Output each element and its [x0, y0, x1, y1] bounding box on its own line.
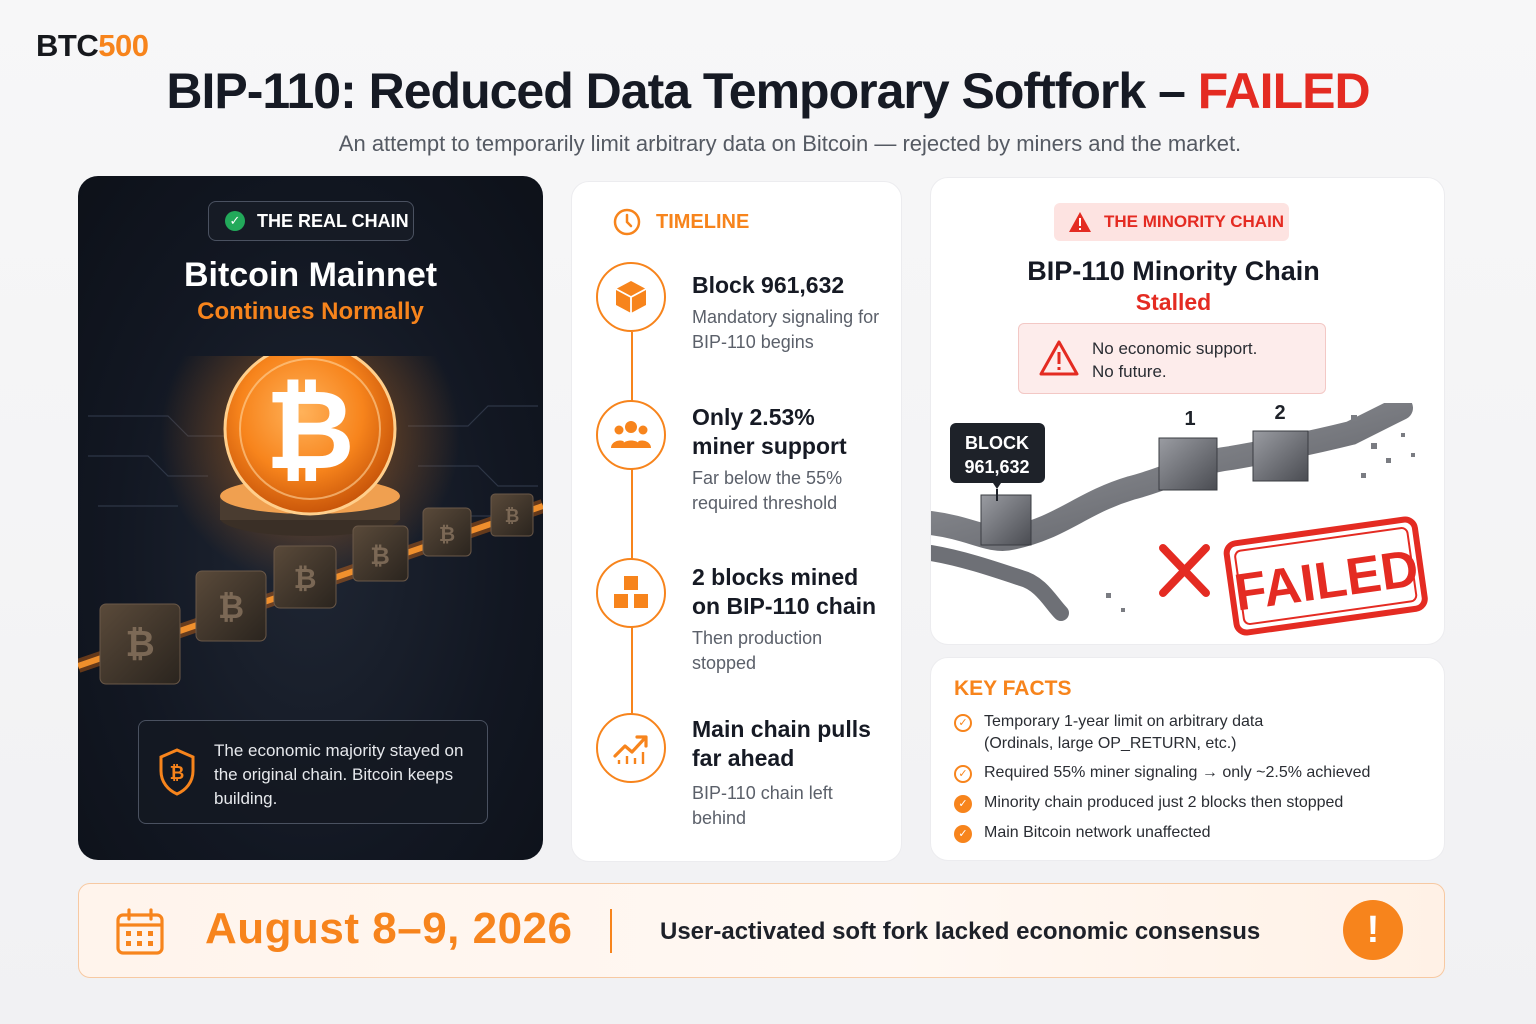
key-fact-item: ✓ Required 55% miner signaling → only ~2… — [954, 762, 1370, 784]
bitcoin-shield-icon: ₿ — [159, 748, 195, 796]
minority-warning-text: No economic support. No future. — [1092, 337, 1257, 383]
svg-text:₿: ₿ — [125, 624, 154, 665]
key-fact-text: Main Bitcoin network unaffected — [984, 824, 1211, 841]
check-icon: ✓ — [954, 765, 972, 783]
timeline-item-desc: Then production stopped — [692, 628, 823, 673]
minority-warning-box: No economic support. No future. — [1018, 323, 1326, 394]
key-fact-item: ✓ Temporary 1-year limit on arbitrary da… — [954, 711, 1294, 755]
banner-message: User-activated soft fork lacked economic… — [660, 918, 1261, 945]
svg-text:₿: ₿ — [370, 542, 390, 570]
timeline-item-title: Main chain pulls far ahead — [692, 716, 871, 771]
real-chain-note-text: The economic majority stayed on the orig… — [214, 741, 464, 808]
block-number-1: 1 — [1184, 408, 1195, 430]
check-icon: ✓ — [225, 211, 245, 231]
svg-text:₿: ₿ — [505, 506, 520, 527]
block-number-2: 2 — [1274, 403, 1285, 424]
timeline-item-desc: BIP-110 chain left behind — [692, 783, 833, 828]
svg-text:₿: ₿ — [218, 588, 244, 626]
check-icon: ✓ — [954, 825, 972, 843]
divider — [610, 909, 612, 953]
minority-chain-badge: THE MINORITY CHAIN — [1054, 203, 1289, 241]
warning-line-1: No economic support. — [1092, 339, 1258, 358]
bitcoin-coin-illustration: ₿ ₿ ₿ ₿ ₿ ₿ ₿ — [78, 356, 543, 685]
key-fact-text: Minority chain produced just 2 blocks th… — [984, 794, 1344, 811]
warning-triangle-icon — [1039, 340, 1079, 376]
block-label-box — [950, 423, 1045, 483]
failed-x-icon — [1159, 544, 1210, 597]
cubes-icon — [596, 558, 666, 628]
broken-chain-illustration: BLOCK 961,632 1 2 FAILED — [931, 403, 1428, 636]
key-fact-text: Required 55% miner signaling → only ~2.5… — [984, 764, 1371, 781]
trend-up-icon — [596, 713, 666, 783]
check-icon: ✓ — [954, 795, 972, 813]
real-chain-badge-label: THE REAL CHAIN — [257, 210, 409, 231]
svg-text:₿: ₿ — [170, 763, 185, 784]
users-icon — [596, 400, 666, 470]
real-chain-subtitle: Continues Normally — [197, 298, 424, 325]
timeline-item-title: Block 961,632 — [692, 272, 845, 298]
warning-line-2: No future. — [1092, 362, 1167, 381]
timeline-heading: TIMELINE — [656, 210, 750, 233]
svg-text:₿: ₿ — [265, 366, 355, 494]
check-icon: ✓ — [954, 714, 972, 732]
key-facts-card: KEY FACTS ✓ Temporary 1-year limit on ar… — [930, 657, 1445, 861]
block-label-line2: 961,632 — [964, 457, 1029, 477]
cube-icon — [596, 262, 666, 332]
timeline-item-desc: Far below the 55% required threshold — [692, 468, 843, 513]
key-fact-text: Temporary 1-year limit on arbitrary data… — [984, 713, 1264, 752]
real-chain-badge: ✓ THE REAL CHAIN — [208, 201, 414, 241]
calendar-icon — [116, 908, 164, 955]
clock-icon — [613, 208, 641, 236]
date-banner: August 8–9, 2026 User-activated soft for… — [78, 883, 1445, 978]
key-fact-item: ✓ Main Bitcoin network unaffected — [954, 822, 1211, 844]
minority-chain-card: THE MINORITY CHAIN BIP-110 Minority Chai… — [930, 177, 1445, 645]
svg-text:₿: ₿ — [294, 562, 317, 595]
real-chain-card: ✓ THE REAL CHAIN Bitcoin Mainnet Continu… — [78, 176, 543, 860]
svg-text:₿: ₿ — [439, 522, 455, 546]
failed-stamp: FAILED — [1223, 516, 1428, 636]
timeline-header: TIMELINE — [612, 207, 749, 237]
minority-chain-status: Stalled — [1135, 289, 1212, 315]
page-title: BIP-110: Reduced Data Temporary Softfork… — [0, 62, 1536, 120]
event-date: August 8–9, 2026 — [205, 904, 573, 953]
timeline-connector — [631, 332, 633, 782]
page-title-main: BIP-110: Reduced Data Temporary Softfork… — [166, 63, 1198, 119]
timeline-item-title: Only 2.53% miner support — [692, 404, 847, 459]
timeline-card: TIMELINE Block 961,632 Mandatory signali… — [571, 181, 902, 862]
alert-icon: ! — [1343, 900, 1403, 960]
page-title-status: FAILED — [1197, 63, 1371, 119]
brand-logo[interactable]: BTC500 — [36, 28, 149, 64]
brand-logo-part2: 500 — [98, 28, 149, 63]
timeline-item-desc: Mandatory signaling for BIP-110 begins — [692, 307, 880, 352]
minority-chain-title: BIP-110 Minority Chain — [1027, 256, 1320, 286]
warning-icon — [1069, 212, 1091, 232]
minority-block-2 — [1252, 430, 1309, 482]
key-facts-heading: KEY FACTS — [954, 677, 1072, 700]
real-chain-title: Bitcoin Mainnet — [183, 256, 438, 294]
block-label-line1: BLOCK — [965, 433, 1029, 453]
page-subtitle: An attempt to temporarily limit arbitrar… — [338, 131, 1242, 156]
timeline-item-title: 2 blocks mined on BIP-110 chain — [692, 564, 877, 619]
real-chain-note: ₿ The economic majority stayed on the or… — [138, 720, 488, 824]
minority-block-1 — [1158, 437, 1218, 491]
key-fact-item: ✓ Minority chain produced just 2 blocks … — [954, 792, 1343, 814]
brand-logo-part1: BTC — [36, 28, 99, 63]
minority-chain-badge-label: THE MINORITY CHAIN — [1104, 212, 1285, 231]
mainnet-blocks: ₿ ₿ ₿ ₿ ₿ ₿ — [99, 493, 534, 685]
